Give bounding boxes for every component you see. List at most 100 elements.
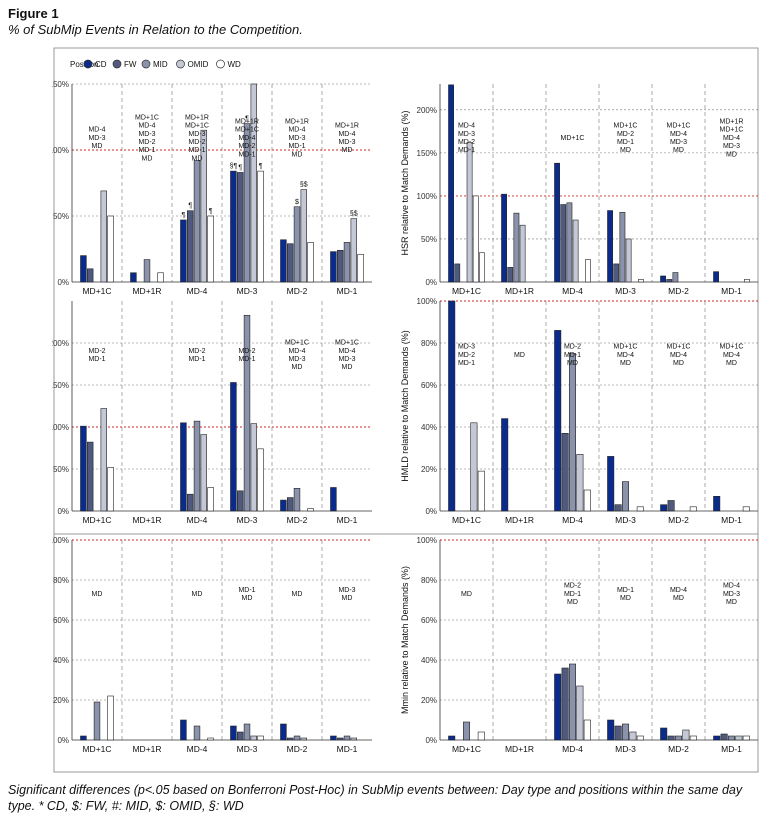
bar-significance-mark: ¶ — [188, 203, 192, 210]
significance-note: MD — [142, 155, 153, 162]
significance-note: MD-2 — [188, 348, 205, 355]
y-tick-label: 0% — [57, 736, 69, 745]
y-tick-label: 40% — [421, 423, 437, 432]
y-tick-label: 20% — [421, 696, 437, 705]
figure-panels: PositionCDFWMIDOMIDWD0%50%100%150%AccDen… — [52, 47, 759, 773]
bar-mid-md-3 — [621, 723, 629, 741]
x-tick-label: MD-1 — [337, 286, 358, 296]
significance-note: MD — [461, 591, 472, 598]
bar-wd-md-2 — [307, 508, 314, 512]
x-tick-label: MD-3 — [237, 744, 258, 754]
y-tick-label: 200% — [417, 106, 437, 115]
figure-frame — [53, 47, 759, 773]
significance-note: MD — [92, 143, 103, 150]
bar-omid-md+1c — [100, 190, 108, 283]
bar-cd-md-1 — [330, 735, 337, 741]
bar-cd-md+1r — [130, 272, 137, 283]
significance-note: MD-4 — [670, 587, 687, 594]
y-tick-label: 0% — [57, 507, 69, 516]
x-tick-label: MD-1 — [721, 744, 742, 754]
bar-omid-md+1c — [470, 422, 478, 512]
bar-mid-md-4 — [566, 202, 573, 283]
significance-note: MD-2 — [138, 139, 155, 146]
significance-note: MD-1 — [288, 143, 305, 150]
significance-note: MD-1 — [458, 147, 475, 154]
significance-note: MD+1C — [335, 340, 359, 347]
bar-omid-md-4 — [572, 219, 579, 283]
significance-note: MD-1 — [88, 356, 105, 363]
x-tick-label: MD-1 — [337, 744, 358, 754]
bar-cd-md-2 — [280, 499, 287, 512]
y-tick-label: 80% — [421, 576, 437, 585]
bar-significance-mark: $ — [295, 199, 299, 206]
x-tick-label: MD-2 — [287, 515, 308, 525]
y-tick-label: 0% — [57, 278, 69, 287]
bar-cd-md-4 — [554, 330, 562, 512]
bar-fw-md+1c — [86, 441, 94, 512]
bar-mid-md-2 — [672, 272, 679, 283]
significance-note: MD — [726, 151, 737, 158]
bar-wd-md-4 — [583, 489, 591, 512]
bar-omid-md-4 — [200, 434, 207, 512]
x-tick-label: MD-3 — [615, 286, 636, 296]
bar-fw-md-4 — [187, 493, 194, 512]
bar-wd-md-1 — [742, 506, 750, 512]
bar-omid-md-2 — [300, 737, 307, 741]
bar-cd-md+1c — [80, 425, 87, 512]
significance-note: MD-3 — [88, 135, 105, 142]
significance-note: MD-4 — [288, 348, 305, 355]
chart-panel-2: 0% 50% 100% 150% 200% HSR relative to Match D… — [400, 84, 758, 296]
significance-note: MD-4 — [723, 352, 740, 359]
bar-wd-md-2 — [689, 506, 697, 512]
legend-swatch-omid — [176, 59, 185, 69]
significance-note: MD-1 — [238, 151, 255, 158]
bar-omid-md-2 — [682, 729, 690, 741]
y-tick-label: 80% — [421, 339, 437, 348]
significance-note: MD-1 — [564, 591, 581, 598]
bar-wd-md-4 — [207, 737, 214, 741]
bar-cd-md-2 — [660, 275, 666, 283]
significance-note: MD — [292, 591, 303, 598]
y-axis-label: Mmin relative to Match Demands (%) — [400, 566, 410, 714]
bar-fw-md-1 — [720, 733, 728, 741]
bar-mid-md-4 — [193, 160, 201, 283]
bar-mid-md-4 — [568, 663, 576, 741]
significance-note: MD-1 — [458, 360, 475, 367]
significance-note: MD-2 — [238, 143, 255, 150]
figure-label: Figure 1 — [8, 6, 59, 21]
bar-wd-md+1c — [477, 731, 485, 741]
bar-omid-md-3 — [250, 423, 257, 512]
bar-fw-md+1c — [86, 268, 94, 283]
x-tick-label: MD-4 — [562, 744, 583, 754]
bar-wd-md+1r — [157, 272, 164, 283]
significance-note: MD-3 — [670, 139, 687, 146]
significance-note: MD-4 — [670, 352, 687, 359]
bar-omid-md-1 — [735, 735, 743, 741]
significance-note: MD-1 — [238, 356, 255, 363]
figure-title: % of SubMip Events in Relation to the Co… — [8, 22, 303, 37]
bar-cd-md-3 — [607, 210, 613, 283]
legend-label-wd: WD — [228, 60, 242, 69]
bar-fw-md-3 — [614, 504, 622, 512]
chart-panel-3: 0%50%100%150%200%Sprint relative to Matc… — [52, 301, 372, 525]
bar-fw-md-2 — [287, 243, 294, 283]
y-tick-label: 60% — [421, 616, 437, 625]
significance-note: MD-2 — [458, 139, 475, 146]
significance-note: MD+1C — [135, 114, 159, 121]
bar-fw-md-3 — [613, 263, 620, 283]
significance-note: MD+1C — [614, 123, 638, 130]
bar-wd2-md-3 — [638, 279, 644, 283]
y-tick-label: 50% — [421, 235, 437, 244]
bar-mid-md+1r — [513, 212, 520, 283]
y-tick-label: 40% — [53, 656, 69, 665]
x-tick-label: MD+1C — [82, 744, 111, 754]
bar-fw-md-4 — [560, 204, 567, 283]
y-tick-label: 60% — [53, 616, 69, 625]
bar-cd-md+1r — [501, 193, 507, 283]
significance-note: MD — [192, 591, 203, 598]
bar-fw-md-4 — [561, 432, 569, 512]
legend-label-fw: FW — [124, 60, 137, 69]
bar-cd-md-3 — [230, 382, 237, 512]
legend-label-omid: OMID — [188, 60, 209, 69]
significance-note: MD — [620, 360, 631, 367]
